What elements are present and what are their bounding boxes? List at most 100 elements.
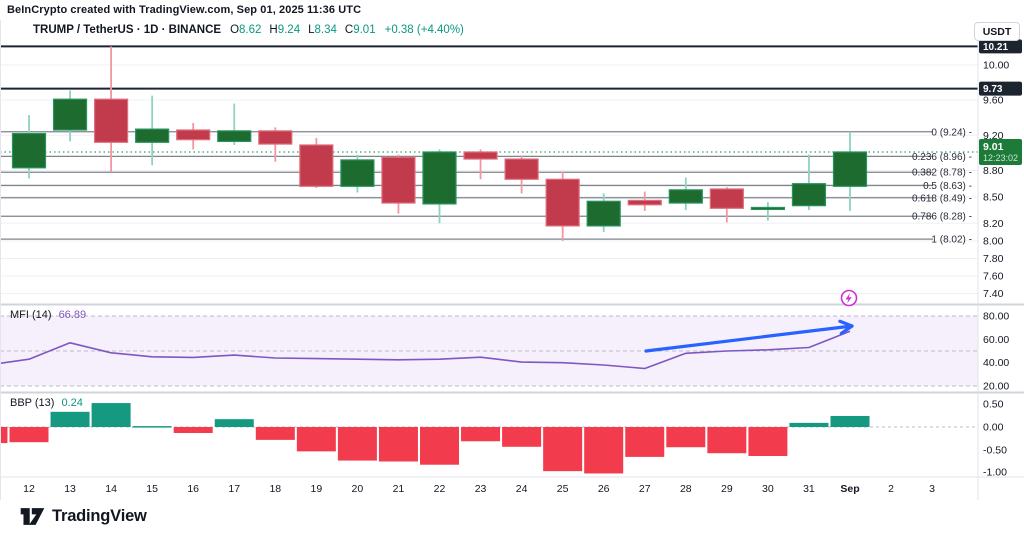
candle[interactable] [586, 200, 621, 227]
mfi-band [0, 316, 978, 387]
bbp-title: BBP (13) [10, 397, 55, 409]
date-label: 3 [929, 483, 935, 495]
symbol-title[interactable]: TRUMP / TetherUS · 1D · BINANCE [33, 24, 222, 36]
candle[interactable] [750, 206, 786, 211]
candle[interactable] [504, 158, 539, 180]
bbp-bar[interactable] [173, 427, 213, 433]
candle[interactable] [627, 199, 662, 206]
bbp-bar[interactable] [584, 427, 624, 474]
price-tick-label: 7.40 [983, 288, 1004, 300]
price-tick-label: 8.50 [983, 191, 1004, 203]
bbp-tick-label: -0.50 [983, 445, 1007, 457]
fib-level-label: 0.382 (8.78) - [912, 168, 972, 179]
bbp-bar[interactable] [830, 415, 870, 427]
candle[interactable] [176, 129, 211, 141]
date-label: 21 [393, 483, 405, 495]
bbp-bar[interactable] [337, 427, 377, 461]
price-tick-label: 10.00 [983, 59, 1009, 71]
fib-level-label: 0.236 (8.96) - [912, 152, 972, 163]
price-tick-label: 9.20 [983, 130, 1004, 142]
mfi-value: 66.89 [58, 309, 87, 321]
price-tick-label: 8.00 [983, 235, 1004, 247]
candle[interactable] [299, 144, 334, 187]
date-label: 15 [146, 483, 158, 495]
date-label: 17 [228, 483, 240, 495]
low-value: L8.34 [308, 24, 337, 36]
bbp-bar[interactable] [502, 427, 542, 447]
flash-icon-bolt [845, 293, 852, 304]
low-number: 8.34 [314, 24, 337, 36]
trend-arrow[interactable] [644, 324, 854, 353]
candle[interactable] [709, 188, 744, 209]
date-label: 16 [187, 483, 199, 495]
date-label: 22 [434, 483, 446, 495]
candle[interactable] [340, 159, 375, 187]
open-value: O8.62 [230, 24, 261, 36]
bar-countdown-text: 12:23:02 [983, 153, 1018, 163]
candle[interactable] [791, 183, 827, 207]
bbp-bar[interactable] [789, 422, 829, 427]
low-label: L [308, 24, 315, 36]
bbp-bar[interactable] [9, 427, 49, 443]
credit-text: BeInCrypto created with TradingView.com,… [7, 4, 362, 16]
current-price-badge [979, 139, 1022, 165]
mfi-title: MFI (14) [10, 309, 52, 321]
fib-level-label: 1 (8.02) - [931, 235, 972, 246]
candle[interactable] [832, 151, 868, 187]
price-tick-label: 7.80 [983, 253, 1004, 265]
candle[interactable] [668, 189, 703, 204]
trend-arrow-head [838, 319, 854, 335]
close-value: C9.01 [345, 24, 376, 36]
bbp-bar[interactable] [748, 427, 788, 456]
bbp-bar[interactable] [214, 419, 254, 427]
mfi-indicator-label[interactable]: MFI (14) 66.89 [10, 309, 86, 321]
currency-toggle-button[interactable]: USDT [974, 22, 1020, 41]
bbp-bar[interactable] [420, 427, 459, 465]
date-label: 23 [475, 483, 487, 495]
bbp-bar[interactable] [91, 403, 131, 427]
bbp-tick-label: 0.50 [983, 399, 1004, 411]
bbp-bar[interactable] [50, 411, 90, 427]
candle[interactable] [217, 130, 252, 143]
date-label: 24 [516, 483, 528, 495]
bbp-indicator-label[interactable]: BBP (13) 0.24 [10, 397, 83, 409]
open-label: O [230, 24, 240, 36]
candle[interactable] [11, 132, 47, 169]
tradingview-logo-mark [20, 508, 45, 525]
open-number: 8.62 [239, 24, 262, 36]
bbp-bar[interactable] [666, 427, 706, 448]
bbp-bar[interactable] [543, 427, 583, 472]
bbp-bar[interactable] [625, 427, 665, 457]
price-line-badge [979, 39, 1022, 54]
date-label: 29 [721, 483, 733, 495]
bbp-bar[interactable] [378, 427, 418, 462]
date-label: 14 [105, 483, 117, 495]
candle[interactable] [463, 151, 498, 160]
bbp-bar[interactable] [255, 427, 295, 440]
candle[interactable] [52, 98, 88, 131]
candle[interactable] [545, 178, 580, 227]
date-label: 28 [680, 483, 692, 495]
candle[interactable] [422, 151, 457, 205]
candle[interactable] [93, 98, 129, 143]
fib-level-label: 0.786 (8.28) - [912, 212, 972, 223]
price-line-badge [979, 81, 1022, 96]
candle[interactable] [135, 128, 170, 143]
bbp-bar[interactable] [707, 427, 747, 454]
mfi-line[interactable] [0, 330, 851, 370]
bbp-bar[interactable] [461, 427, 501, 442]
candle[interactable] [258, 130, 293, 145]
date-label: 20 [352, 483, 364, 495]
candle[interactable] [381, 156, 416, 204]
tradingview-logo[interactable]: TradingView [20, 506, 147, 527]
fib-level-label: 0.5 (8.63) - [923, 181, 972, 192]
date-label: 18 [269, 483, 281, 495]
price-tick-label: 8.20 [983, 218, 1004, 230]
bbp-bar[interactable] [296, 427, 336, 452]
tradingview-logo-text: TradingView [52, 507, 147, 525]
bbp-bar[interactable] [0, 427, 8, 444]
bbp-bar[interactable] [132, 426, 172, 428]
high-label: H [269, 24, 278, 36]
